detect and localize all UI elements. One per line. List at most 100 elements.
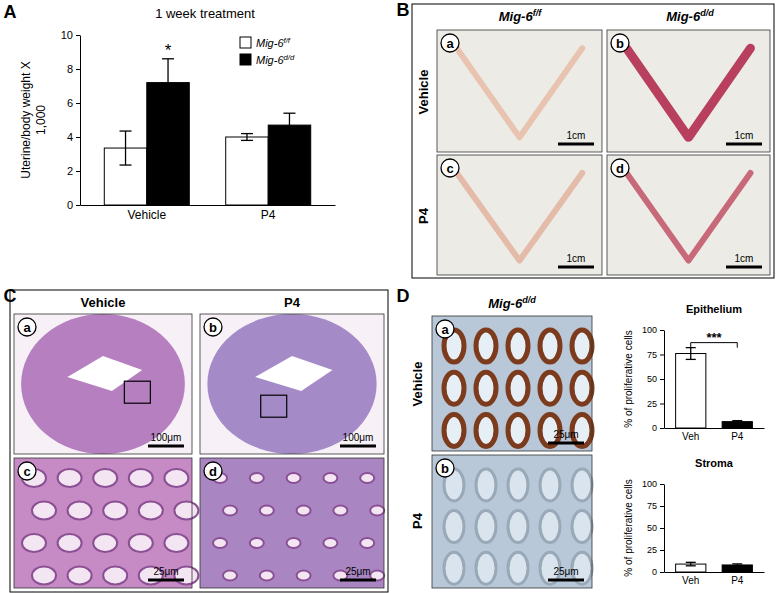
y-axis-line	[80, 36, 81, 206]
error-bar	[162, 59, 174, 107]
x-tick-label: P4	[731, 575, 744, 586]
superscript: f/f	[284, 36, 291, 45]
image-label-circle	[204, 318, 222, 336]
legend-label: Mig-6f/f	[256, 36, 291, 50]
y-tick-label: 100	[642, 325, 657, 335]
gland	[508, 330, 528, 362]
image-background	[14, 458, 192, 588]
y-axis-title-line: % of proliferative cells	[623, 479, 634, 576]
gland	[103, 567, 127, 585]
image-background	[432, 316, 592, 451]
error-bar-cap	[162, 106, 174, 107]
y-axis: 0255075100	[642, 325, 665, 433]
gland	[164, 469, 188, 487]
y-tick-label: 0	[652, 423, 657, 433]
x-axis: Veh P4	[665, 573, 765, 587]
image-label: a	[23, 320, 31, 335]
superscript: d/d	[284, 53, 295, 62]
gland	[103, 502, 127, 520]
scale-bar-label: 25μm	[153, 566, 178, 577]
image-label: d	[616, 161, 624, 176]
gland	[508, 552, 528, 584]
image-frame	[200, 314, 384, 454]
y-tick-group: 25	[647, 399, 664, 409]
y-tick-group: 2	[67, 165, 80, 177]
error-bar-stem	[246, 134, 247, 141]
image-label: a	[441, 322, 449, 337]
y-tick	[76, 103, 80, 104]
chart-title: 1 week treatment	[155, 6, 255, 21]
image-background	[14, 314, 192, 454]
gland	[68, 502, 92, 520]
gland	[476, 511, 496, 543]
y-tick-label: 50	[647, 374, 657, 384]
image: c25μm	[14, 458, 198, 588]
y-axis-title-line: Uterine/body weight X	[19, 61, 33, 178]
scale-bar	[558, 143, 594, 146]
column-header: P4	[284, 295, 301, 310]
gland	[476, 552, 496, 584]
superscript: f/f	[533, 8, 543, 18]
bar	[722, 422, 752, 428]
image-label-circle	[204, 462, 222, 480]
y-tick	[660, 484, 664, 485]
bar	[676, 354, 706, 428]
gland	[508, 469, 528, 501]
y-tick-group: 0	[652, 423, 664, 433]
gland	[58, 534, 82, 552]
scale-bar	[148, 445, 184, 448]
image: b1cm	[607, 30, 770, 152]
chart: 1 week treatmentUterine/body weight X1,0…	[19, 6, 336, 222]
gland	[323, 538, 337, 548]
x-axis-line	[665, 428, 765, 429]
gland	[129, 469, 153, 487]
gland	[476, 414, 496, 446]
image-label-circle	[611, 159, 629, 177]
chart-title: Epithelium	[686, 303, 742, 315]
x-axis: VehP4	[665, 429, 765, 443]
gland	[260, 506, 274, 516]
scale-bar-label: 25μm	[553, 566, 578, 577]
gland	[93, 469, 117, 487]
y-axis: 0246810	[61, 29, 81, 211]
x-tick-group: P4	[731, 575, 744, 586]
y-tick-label: 4	[67, 131, 73, 143]
gland	[360, 538, 374, 548]
row-header: P4	[410, 512, 425, 529]
y-tick	[660, 330, 664, 331]
error-bar-cap	[283, 136, 295, 137]
y-tick-group: 4	[67, 131, 80, 143]
gland	[444, 552, 464, 584]
image-background	[607, 30, 770, 152]
gland	[444, 414, 464, 446]
uterus-shape	[457, 48, 582, 137]
gland	[297, 571, 311, 581]
y-tick	[660, 379, 664, 380]
column-header: Mig-6d/d	[666, 8, 714, 24]
image-label: d	[209, 464, 217, 479]
y-tick-label: 100	[642, 479, 657, 489]
image-frame	[200, 458, 384, 588]
image-label-circle	[436, 320, 454, 338]
y-tick-group: 0	[67, 199, 80, 211]
gland	[540, 330, 560, 362]
gland	[572, 372, 592, 404]
legend-label: Mig-6d/d	[256, 53, 295, 67]
y-tick-label: 8	[67, 63, 73, 75]
gland	[508, 372, 528, 404]
image: c1cm	[437, 155, 602, 275]
image-label-circle	[441, 159, 459, 177]
image-label-circle	[18, 318, 36, 336]
x-tick-group: Veh	[682, 431, 699, 442]
chart: Stroma% of proliferative cells0255075100…	[623, 457, 765, 586]
gland	[213, 538, 227, 548]
row-header: Vehicle	[416, 70, 431, 115]
y-tick-label: 25	[647, 399, 657, 409]
y-tick-group: 25	[647, 545, 664, 555]
x-tick-group: Veh	[682, 575, 699, 586]
error-bar-cap	[686, 359, 696, 360]
image: a1cm	[437, 30, 602, 152]
gland	[223, 506, 237, 516]
x-tick-group: P4	[261, 208, 276, 222]
image-label-circle	[611, 34, 629, 52]
